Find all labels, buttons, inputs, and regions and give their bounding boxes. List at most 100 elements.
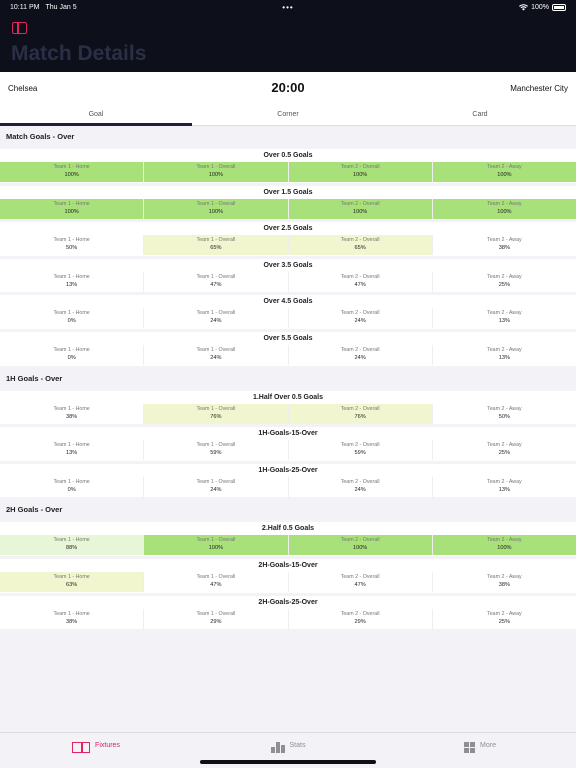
stat-cell-value: 47%	[354, 581, 366, 588]
tabbar-label-more: More	[480, 742, 496, 749]
stat-cells: Team 1 - Home 38% Team 1 - Overall 76% Team …	[0, 403, 576, 424]
stat-cell-value: 13%	[66, 281, 78, 288]
market-row: Over 3.5 Goals Team 1 - Home 13% Team 1 - O…	[0, 258, 576, 296]
stat-cell: Team 2 - Overall 29%	[289, 608, 433, 629]
stat-cell: Team 1 - Home 100%	[0, 198, 145, 219]
stat-cell-label: Team 1 - Overall	[196, 537, 236, 544]
stat-cells: Team 1 - Home 0% Team 1 - Overall 24% Team 2…	[0, 344, 576, 365]
stat-cell: Team 2 - Overall 100%	[288, 535, 433, 556]
stat-cell: Team 2 - Overall 24%	[289, 308, 433, 329]
stat-cell-label: Team 2 - Away	[487, 200, 522, 207]
stat-cell: Team 2 - Overall 47%	[289, 271, 433, 292]
tab-goal[interactable]: Goal	[0, 106, 192, 126]
tabbar-label-stats: Stats	[289, 742, 306, 749]
stat-cell-label: Team 2 - Overall	[340, 164, 380, 170]
stat-cell-value: 50%	[498, 413, 510, 420]
stat-cell-value: 38%	[498, 581, 510, 588]
stat-cell-label: Team 1 - Home	[53, 537, 90, 544]
stat-cell: Team 2 - Away 25%	[433, 609, 576, 629]
tabbar-item-fixtures[interactable]: Fixtures	[0, 733, 192, 768]
multitasking-dots-icon[interactable]: •••	[282, 2, 294, 12]
market-name: Over 0.5 Goals	[263, 152, 313, 159]
more-icon	[464, 742, 476, 753]
market-name: 1H-Goals-15-Over	[258, 430, 318, 438]
stat-cell-label: Team 1 - Home	[53, 200, 90, 207]
home-team-name: Chelsea	[8, 84, 38, 93]
stat-cell-label: Team 2 - Away	[487, 346, 522, 353]
stat-cell-label: Team 1 - Home	[53, 405, 90, 412]
stat-cell: Team 2 - Overall 100%	[288, 162, 433, 182]
stats-list[interactable]: Match Goals - Over Over 0.5 Goals Team 1 -…	[0, 127, 576, 732]
stat-cell-value: 25%	[498, 450, 510, 457]
market-row: 2H-Goals-25-Over Team 1 - Home 38% Team 1 -…	[0, 595, 576, 633]
stat-cell-label: Team 1 - Overall	[196, 237, 236, 244]
stat-cell: Team 1 - Overall 47%	[144, 271, 289, 292]
market-row: Over 4.5 Goals Team 1 - Home 0% Team 1 - Ov…	[0, 295, 576, 332]
stat-cells: Team 1 - Home 100% Team 1 - Overall 100% Tea…	[0, 162, 576, 182]
stat-cell-value: 24%	[354, 486, 366, 493]
stat-cell: Team 2 - Overall 100%	[288, 198, 433, 219]
stat-cell-label: Team 1 - Home	[53, 346, 90, 353]
tabbar-label-fixtures: Fixtures	[95, 742, 120, 749]
stat-cells: Team 1 - Home 0% Team 1 - Overall 24% Team 2…	[0, 476, 576, 497]
stat-cell-value: 24%	[354, 354, 366, 361]
stat-cell-label: Team 2 - Overall	[340, 237, 380, 244]
market-row: Over 1.5 Goals Team 1 - Home 100% Team 1 - …	[0, 185, 576, 223]
stat-cell: Team 2 - Overall 47%	[289, 571, 433, 592]
stat-cell: Team 1 - Home 88%	[0, 535, 145, 556]
page-title: Match Details	[11, 42, 147, 65]
stat-cell-label: Team 2 - Away	[487, 164, 522, 170]
stat-cell: Team 1 - Overall 100%	[144, 162, 289, 182]
market-row: Over 0.5 Goals Team 1 - Home 100% Team 1 - …	[0, 149, 576, 186]
tab-card[interactable]: Card	[472, 111, 488, 118]
stat-cell-value: 24%	[210, 354, 222, 361]
sidebar-toggle-icon[interactable]	[12, 22, 27, 34]
stat-cell-label: Team 1 - Overall	[196, 573, 236, 580]
stat-cell-value: 65%	[210, 245, 222, 252]
stat-cell: Team 1 - Home 38%	[0, 608, 145, 629]
tabbar-item-more[interactable]: More	[384, 733, 576, 768]
stat-cell-value: 88%	[66, 545, 78, 552]
stat-cell-value: 59%	[354, 450, 366, 457]
tabbar-item-stats[interactable]: Stats	[192, 733, 384, 768]
segment-tabs: Goal Corner Card	[0, 106, 576, 126]
stat-cell: Team 1 - Home 100%	[0, 162, 145, 182]
stat-cell-label: Team 1 - Overall	[196, 164, 236, 170]
stat-cell-value: 24%	[210, 318, 222, 325]
stat-cell-label: Team 1 - Overall	[196, 200, 236, 207]
stat-cell-value: 29%	[354, 618, 366, 625]
stat-cells: Team 1 - Home 63% Team 1 - Overall 47% Team …	[0, 571, 576, 592]
stat-cell: Team 2 - Away 13%	[433, 308, 576, 328]
stat-cell-value: 100%	[497, 545, 512, 552]
stat-cell: Team 2 - Away 38%	[433, 235, 576, 255]
market-row: 1H-Goals-25-Over Team 1 - Home 0% Team 1 - …	[0, 463, 576, 501]
stat-cell-value: 24%	[354, 318, 366, 325]
market-name: Over 2.5 Goals	[263, 225, 313, 233]
stat-cell-value: 59%	[210, 450, 222, 457]
stat-cell-label: Team 2 - Overall	[340, 310, 380, 317]
stat-cell: Team 1 - Overall 100%	[144, 535, 289, 556]
tab-corner[interactable]: Corner	[277, 111, 299, 118]
away-team-name: Manchester City	[510, 84, 568, 93]
market-name: Over 1.5 Goals	[263, 188, 313, 196]
market-row: 1.Half Over 0.5 Goals Team 1 - Home 38% Tea…	[0, 390, 576, 428]
stat-cell: Team 1 - Home 13%	[0, 440, 145, 461]
market-row: Over 5.5 Goals Team 1 - Home 0% Team 1 - Ov…	[0, 331, 576, 369]
section-title: 2H Goals - Over	[6, 505, 63, 515]
stat-cell-label: Team 1 - Overall	[196, 405, 236, 412]
stat-cell-label: Team 1 - Home	[53, 610, 90, 617]
stat-cell-value: 47%	[210, 281, 222, 288]
stat-cell-value: 38%	[498, 245, 510, 252]
market-row: 2H-Goals-15-Over Team 1 - Home 63% Team 1 -…	[0, 558, 576, 596]
stat-cells: Team 1 - Home 100% Team 1 - Overall 100% Tea…	[0, 198, 576, 219]
status-date: Thu Jan 5	[45, 3, 77, 11]
stat-cell-label: Team 1 - Overall	[196, 442, 236, 449]
stat-cell: Team 2 - Away 100%	[432, 535, 576, 556]
stat-cells: Team 1 - Home 38% Team 1 - Overall 29% Team …	[0, 608, 576, 629]
stat-cell-label: Team 1 - Home	[53, 442, 90, 449]
stat-cell: Team 1 - Home 50%	[0, 235, 145, 256]
market-name: 2.Half 0.5 Goals	[261, 525, 315, 533]
stat-cell-label: Team 1 - Overall	[196, 610, 236, 617]
stat-cell: Team 1 - Home 0%	[0, 344, 145, 365]
stat-cell-value: 25%	[498, 618, 510, 625]
